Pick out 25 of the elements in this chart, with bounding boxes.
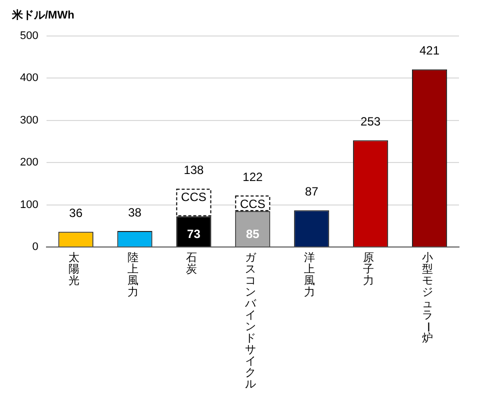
x-tick-label: 小型モジュラー炉 [421,251,434,345]
total-label: 421 [420,44,440,58]
data-label: 73 [187,226,201,241]
y-axis-title: 米ドル/MWh [11,8,75,22]
y-tick-label: 300 [20,114,38,126]
total-label: 138 [184,163,204,178]
y-tick-label: 400 [20,72,38,84]
x-tick-label: 太陽光 [68,251,80,288]
series-label: CCS [240,196,266,211]
total-label: 38 [128,205,142,220]
total-label: 36 [69,206,83,220]
total-label: 87 [304,184,319,199]
category-label: ガスコンバインドサイクル [245,252,256,391]
y-tick-label: 200 [20,156,38,169]
total-label: 122 [242,170,264,184]
x-tick-label: 原子力 [363,252,374,288]
x-tick-label: 陸上風力 [127,252,138,299]
x-tick-label: 石炭 [186,252,198,276]
y-tick-label: 500 [20,30,38,42]
total-label: 253 [360,114,381,129]
text: CCS [181,190,206,204]
y-tick-label: 0 [32,241,38,254]
y-tick-label: 100 [20,198,38,211]
data-label: 85 [246,226,260,241]
x-tick-label: 洋上風力 [304,252,316,299]
